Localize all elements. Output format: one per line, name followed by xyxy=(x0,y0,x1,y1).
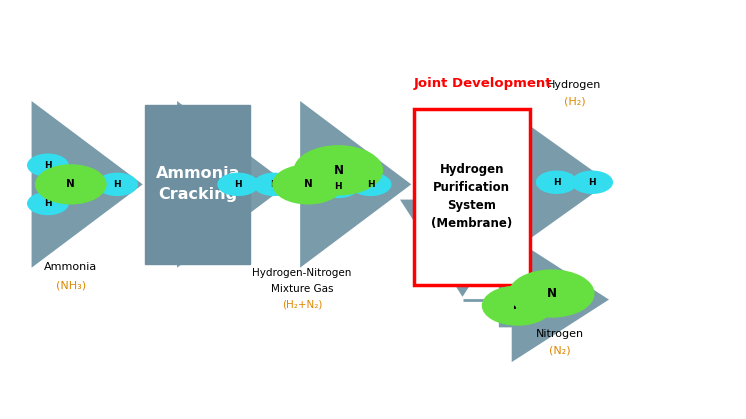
Text: (H₂+N₂): (H₂+N₂) xyxy=(282,300,322,310)
Text: Hydrogen
Purification
System
(Membrane): Hydrogen Purification System (Membrane) xyxy=(431,163,513,230)
Circle shape xyxy=(536,171,577,194)
FancyBboxPatch shape xyxy=(414,109,530,285)
Text: H: H xyxy=(44,161,51,170)
Text: Ammonia: Ammonia xyxy=(44,262,98,272)
Circle shape xyxy=(482,285,554,326)
Circle shape xyxy=(318,175,360,198)
Text: Mixture Gas: Mixture Gas xyxy=(271,284,333,294)
Text: Hydrogen-Nitrogen: Hydrogen-Nitrogen xyxy=(252,268,352,278)
Circle shape xyxy=(571,171,613,194)
Circle shape xyxy=(509,269,595,318)
Text: H: H xyxy=(234,180,242,189)
Text: N: N xyxy=(333,164,343,177)
Circle shape xyxy=(350,173,392,196)
Text: H: H xyxy=(334,182,342,191)
Text: (H₂): (H₂) xyxy=(564,96,585,106)
Text: Joint Development: Joint Development xyxy=(414,77,553,91)
Text: Nitrogen: Nitrogen xyxy=(536,329,583,339)
Text: N: N xyxy=(304,179,313,189)
Circle shape xyxy=(27,192,69,215)
Text: H: H xyxy=(44,199,51,208)
Text: (N₂): (N₂) xyxy=(549,346,570,356)
Circle shape xyxy=(217,173,259,196)
Circle shape xyxy=(272,164,344,204)
Text: N: N xyxy=(66,179,75,189)
Text: N: N xyxy=(513,300,522,310)
Text: (NH₃): (NH₃) xyxy=(56,281,86,291)
Text: H: H xyxy=(589,178,596,187)
FancyBboxPatch shape xyxy=(145,105,250,264)
Text: H: H xyxy=(113,180,121,189)
Text: H: H xyxy=(270,180,278,189)
Text: Ammonia
Cracking: Ammonia Cracking xyxy=(155,166,240,202)
Circle shape xyxy=(253,173,295,196)
Text: H: H xyxy=(367,180,374,189)
Circle shape xyxy=(27,153,69,177)
Circle shape xyxy=(35,164,107,204)
Text: Hydrogen: Hydrogen xyxy=(548,80,601,90)
Text: H: H xyxy=(553,178,560,187)
Text: N: N xyxy=(547,287,557,300)
Circle shape xyxy=(96,173,138,196)
Circle shape xyxy=(294,145,383,195)
